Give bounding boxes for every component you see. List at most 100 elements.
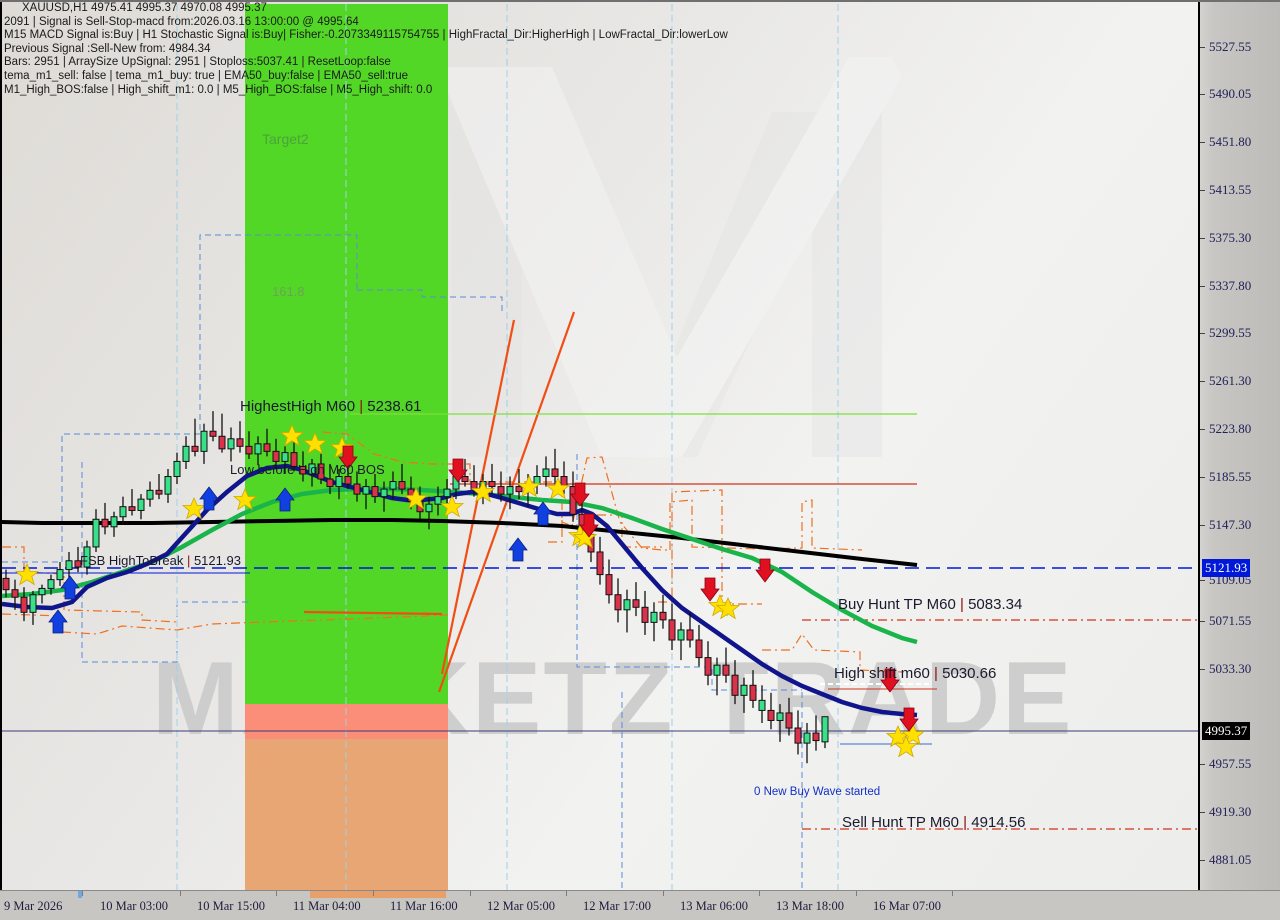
sell-hunt-tp-label-text: Sell Hunt TP M60 (842, 814, 960, 831)
time-tick (276, 891, 277, 896)
price-tick (1200, 333, 1205, 334)
buy-hunt-tp-label-value: 5083.34 (968, 596, 1023, 613)
frame-left-border (0, 0, 2, 890)
time-axis-band (78, 891, 82, 898)
candlestick (821, 716, 829, 749)
time-label: 11 Mar 16:00 (390, 899, 458, 913)
price-label: 5375.30 (1209, 230, 1252, 245)
time-label: 12 Mar 17:00 (583, 899, 652, 913)
candlestick (11, 579, 19, 610)
price-label: 5413.55 (1209, 182, 1252, 197)
candlestick (92, 509, 100, 552)
price-tick (1200, 190, 1205, 191)
candlestick (785, 697, 793, 736)
time-tick (663, 891, 664, 896)
price-label: 5223.80 (1209, 421, 1252, 436)
time-label: 11 Mar 04:00 (293, 899, 361, 913)
candlestick (803, 722, 811, 764)
ema50-line (2, 518, 918, 567)
candlestick (794, 710, 802, 755)
candlestick (605, 559, 613, 604)
sell-hunt-tp-label: Sell Hunt TP M60 | 4914.56 (842, 814, 1025, 831)
time-axis[interactable]: 9 Mar 2026 10 Mar 03:00 10 Mar 15:00 11 Mar… (0, 890, 1280, 920)
fib-1618-label-text: 161.8 (272, 284, 305, 299)
candlestick (65, 551, 73, 579)
time-tick (759, 891, 760, 896)
candlestick (749, 670, 757, 708)
time-tick (373, 891, 374, 896)
price-tick (1200, 860, 1205, 861)
star-markers (15, 424, 925, 757)
price-label: 5527.55 (1209, 39, 1252, 54)
candlestick (146, 481, 154, 507)
time-label: 10 Mar 03:00 (100, 899, 169, 913)
header-line-5: tema_m1_sell: false | tema_m1_buy: true … (4, 69, 408, 82)
price-tick (1200, 477, 1205, 478)
time-axis-band (310, 891, 446, 898)
price-axis[interactable]: 5527.55 5490.05 5451.80 5413.55 5375.30 5337.… (1198, 2, 1280, 890)
candlestick (353, 471, 361, 502)
header-line-1: 2091 | Signal is Sell-Stop-macd from:202… (4, 15, 359, 28)
candlestick (245, 431, 253, 459)
price-label: 4957.55 (1209, 756, 1252, 771)
candlestick (812, 715, 820, 751)
candlestick (47, 574, 55, 595)
new-buy-wave-label: 0 New Buy Wave started (754, 786, 880, 798)
price-tick (1200, 621, 1205, 622)
price-label: 5071.55 (1209, 613, 1252, 628)
candlestick (101, 502, 109, 535)
highest-high-label: HighestHigh M60 | 5238.61 (240, 398, 422, 415)
candlestick (191, 418, 199, 457)
buy-hunt-tp-label: Buy Hunt TP M60 | 5083.34 (838, 596, 1022, 613)
candlestick (200, 423, 208, 464)
header-line-3: Previous Signal :Sell-New from: 4984.34 (4, 42, 211, 55)
candlestick (740, 677, 748, 713)
candlestick (182, 436, 190, 469)
chart-plot-area[interactable]: MARKETZ TRADE (2, 2, 1198, 890)
current-price-label: 5121.93 (1202, 559, 1251, 577)
candlestick (767, 692, 775, 730)
price-tick (1200, 286, 1205, 287)
price-tick (1200, 142, 1205, 143)
header-line-0: XAUUSD,H1 4975.41 4995.37 4970.08 4995.3… (22, 2, 267, 14)
candlestick (443, 479, 451, 507)
fsb-hightobreak-label: FSB HighToBreak | 5121.93 (80, 553, 241, 568)
target2-label: Target2 (262, 131, 309, 147)
highest-high-label-text: HighestHigh M60 (240, 398, 356, 415)
high-shift-m60-label-value: 5030.66 (942, 665, 997, 682)
candlestick (677, 622, 685, 661)
annotation-separator: | (355, 398, 368, 415)
candlestick (299, 451, 307, 482)
candlestick (254, 436, 262, 466)
candlestick (389, 471, 397, 500)
candlestick (371, 473, 379, 503)
price-label: 5147.30 (1209, 517, 1252, 532)
price-label: 5337.80 (1209, 278, 1252, 293)
header-line-6: M1_High_BOS:false | High_shift_m1: 0.0 |… (4, 83, 433, 96)
candlestick (641, 590, 649, 635)
time-tick (470, 891, 471, 896)
candlestick (497, 471, 505, 502)
price-tick (1200, 764, 1205, 765)
candlestick (704, 641, 712, 686)
candlestick (236, 421, 244, 453)
signal-markers-layer (15, 424, 925, 757)
candlestick (317, 453, 325, 485)
high-shift-m60-label-text: High shift m60 (834, 665, 930, 682)
candlestick (668, 603, 676, 651)
candlestick (110, 511, 118, 537)
candlestick (398, 463, 406, 495)
header-line-2: M15 MACD Signal is:Buy | H1 Stochastic S… (4, 29, 728, 42)
time-tick (566, 891, 567, 896)
candlestick (506, 476, 514, 510)
candlestick (173, 452, 181, 485)
candlestick (263, 428, 271, 457)
candlestick (209, 411, 217, 442)
candlestick (56, 562, 64, 586)
candlestick (83, 540, 91, 575)
candlestick (380, 481, 388, 512)
header-line-4: Bars: 2951 | ArraySize UpSignal: 2951 | … (4, 56, 391, 69)
low-before-high-label: Low before High M60 BOS (230, 462, 385, 477)
candlestick (227, 427, 235, 462)
